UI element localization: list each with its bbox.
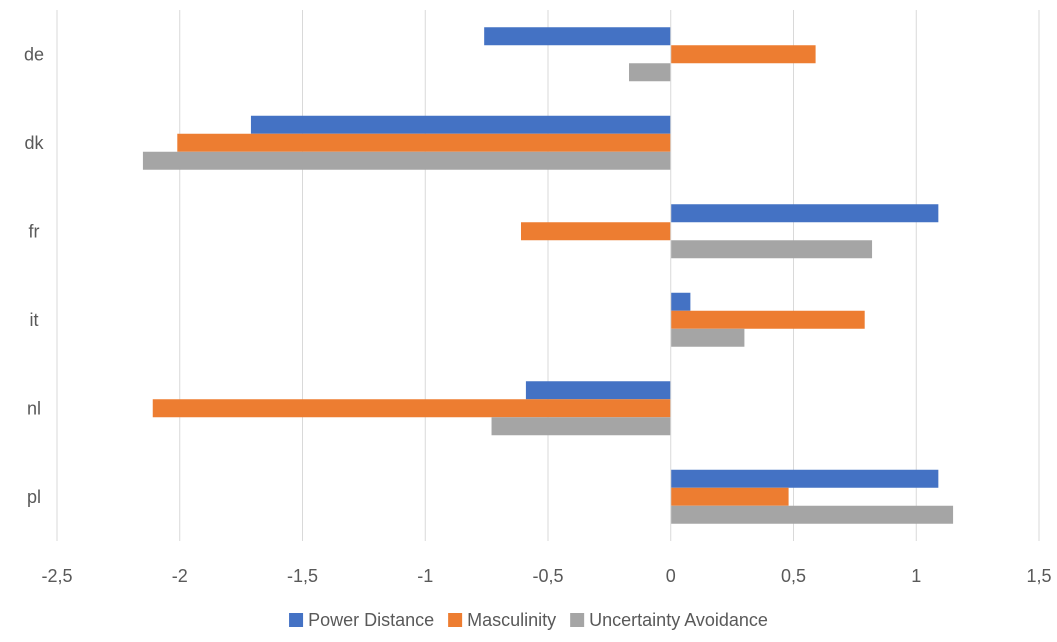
x-tick-label: -1: [417, 566, 433, 586]
bar-fr-uncertainty-avoidance: [670, 240, 873, 259]
bar-fr-masculinity: [520, 222, 671, 241]
category-label-it: it: [30, 310, 39, 330]
category-label-nl: nl: [27, 398, 41, 418]
bar-de-power-distance: [484, 27, 671, 46]
legend-swatch: [448, 613, 463, 627]
x-tick-label: 0,5: [781, 566, 806, 586]
gridlines: [56, 10, 1040, 541]
category-label-fr: fr: [29, 221, 40, 241]
bar-it-masculinity: [670, 310, 865, 329]
bar-nl-masculinity: [152, 399, 671, 418]
bar-nl-uncertainty-avoidance: [491, 417, 671, 436]
bar-pl-power-distance: [670, 469, 939, 488]
category-label-de: de: [24, 44, 44, 64]
bar-dk-power-distance: [250, 115, 671, 134]
bar-it-uncertainty-avoidance: [670, 328, 745, 347]
bar-it-power-distance: [670, 292, 691, 311]
bar-dk-masculinity: [177, 133, 671, 152]
legend-label: Uncertainty Avoidance: [589, 610, 768, 630]
category-labels: de dk fr it nl pl: [24, 44, 45, 507]
x-tick-label: -0,5: [532, 566, 563, 586]
x-axis-tick-labels: -2,5 -2 -1,5 -1 -0,5 0 0,5 1 1,5: [41, 566, 1051, 586]
bar-pl-masculinity: [670, 487, 789, 506]
bar-nl-power-distance: [525, 381, 671, 400]
x-tick-label: 1,5: [1026, 566, 1051, 586]
bar-pl-uncertainty-avoidance: [670, 505, 954, 524]
bar-de-uncertainty-avoidance: [629, 63, 671, 82]
legend-label: Masculinity: [467, 610, 556, 630]
legend-item-uncertainty-avoidance: Uncertainty Avoidance: [570, 610, 768, 630]
legend: Power Distance Masculinity Uncertainty Avo…: [289, 610, 768, 630]
legend-swatch: [289, 613, 304, 627]
bar-de-masculinity: [670, 45, 816, 64]
legend-item-power-distance: Power Distance: [289, 610, 434, 630]
x-tick-label: 0: [666, 566, 676, 586]
bar-fr-power-distance: [670, 204, 939, 223]
bar-dk-uncertainty-avoidance: [142, 151, 671, 170]
legend-label: Power Distance: [308, 610, 434, 630]
bars: [142, 27, 954, 524]
legend-swatch: [570, 613, 585, 627]
x-tick-label: 1: [911, 566, 921, 586]
x-tick-label: -2,5: [41, 566, 72, 586]
x-tick-label: -1,5: [287, 566, 318, 586]
category-label-pl: pl: [27, 487, 41, 507]
legend-item-masculinity: Masculinity: [448, 610, 556, 630]
x-tick-label: -2: [172, 566, 188, 586]
category-label-dk: dk: [24, 133, 44, 153]
